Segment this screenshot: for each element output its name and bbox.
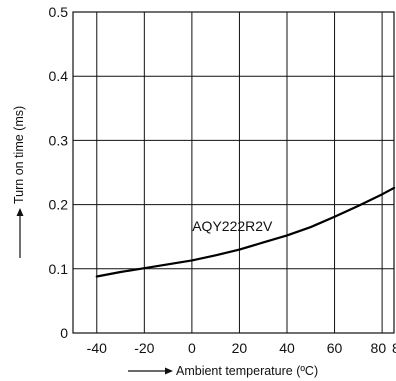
- x-tick-label: 60: [327, 340, 343, 356]
- y-tick-label: 0: [60, 325, 68, 341]
- grid-lines: [73, 11, 395, 334]
- y-axis-title-group: Turn on time (ms): [12, 106, 26, 258]
- series-layer: [95, 186, 396, 278]
- x-tick-label: 40: [279, 340, 295, 356]
- x-tick-label: 20: [232, 340, 248, 356]
- x-tick-label: 0: [188, 340, 196, 356]
- annotations: AQY222R2V: [192, 218, 273, 234]
- y-tick-label: 0.2: [49, 197, 69, 213]
- y-tick-label: 0.1: [49, 261, 69, 277]
- y-tick-label: 0.5: [49, 4, 69, 20]
- plot-frame: [72, 11, 395, 334]
- x-tick-label: 85: [392, 340, 396, 356]
- y-tick-label: 0.3: [49, 132, 69, 148]
- series-line: [95, 186, 396, 278]
- x-axis-title: Ambient temperature (ºC): [176, 364, 318, 378]
- x-tick-label: -40: [87, 340, 107, 356]
- x-tick-label: 80: [371, 340, 387, 356]
- y-axis-arrow-head: [16, 208, 24, 216]
- x-tick-label: -20: [134, 340, 154, 356]
- x-axis-title-group: Ambient temperature (ºC): [128, 364, 318, 378]
- series-annotation: AQY222R2V: [192, 218, 273, 234]
- x-tick-labels: -40 -20 0 20 40 60 80 85: [87, 340, 396, 356]
- y-tick-label: 0.4: [49, 68, 69, 84]
- x-axis-arrow-head: [165, 367, 173, 375]
- y-tick-labels: 0 0.1 0.2 0.3 0.4 0.5: [49, 4, 69, 341]
- y-axis-title: Turn on time (ms): [12, 106, 26, 204]
